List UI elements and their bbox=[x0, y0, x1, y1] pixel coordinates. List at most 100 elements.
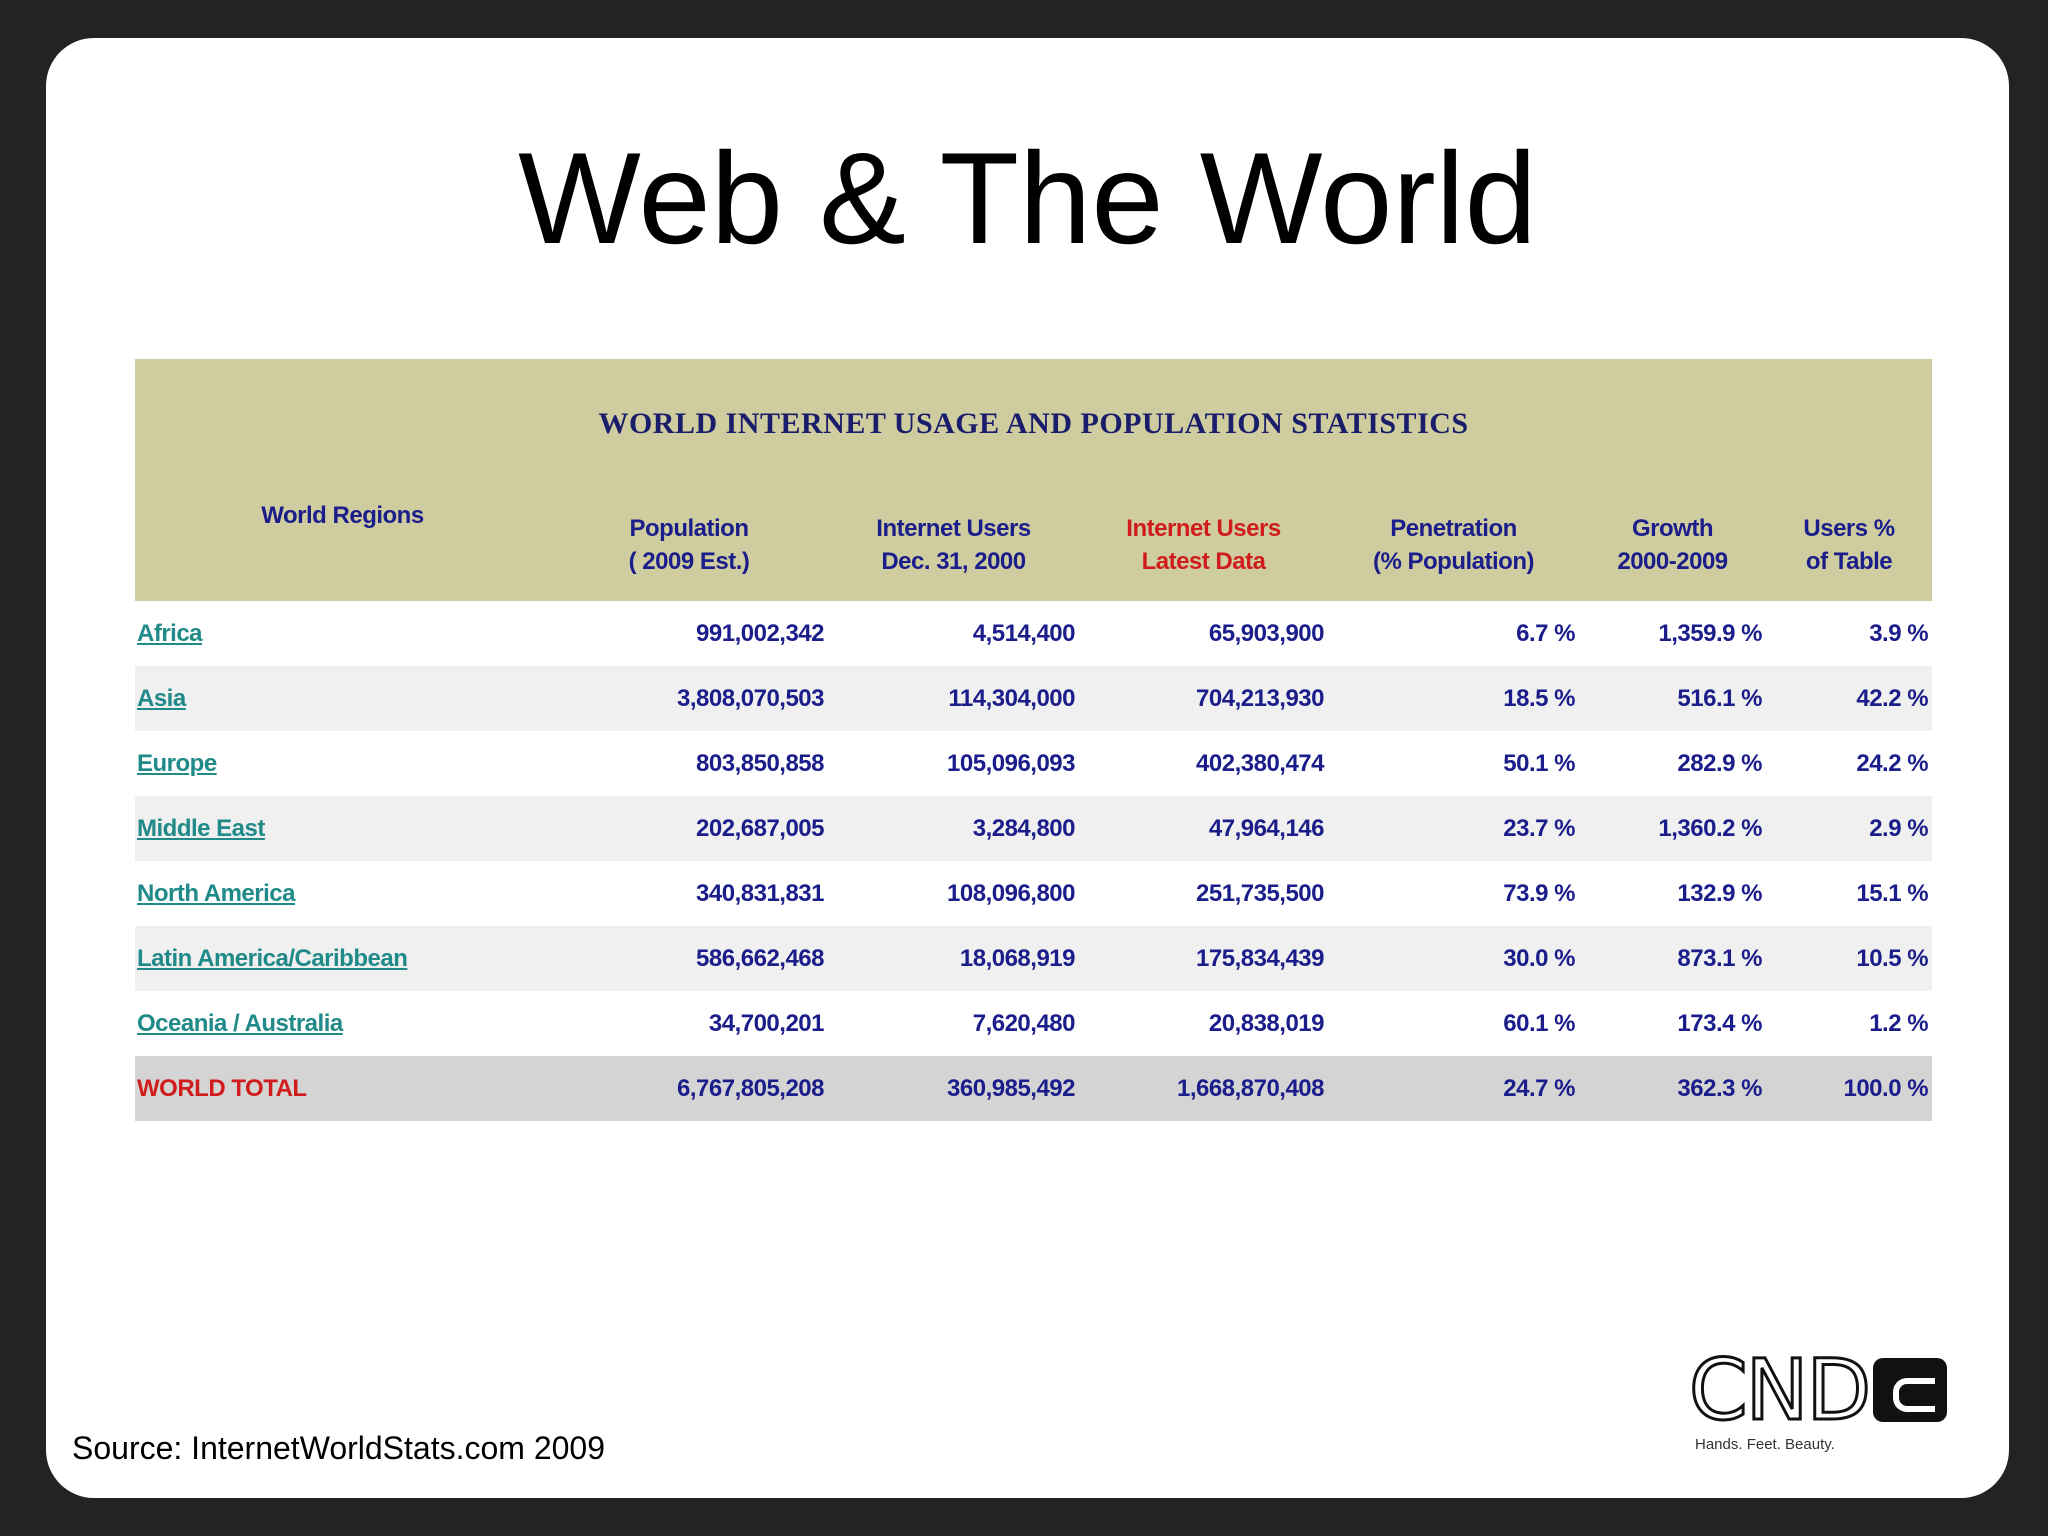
source-note: Source: InternetWorldStats.com 2009 bbox=[72, 1430, 606, 1466]
total-population-cell: 6,767,805,208 bbox=[550, 1056, 828, 1121]
users-2000-cell: 4,514,400 bbox=[972, 619, 1076, 647]
total-users-latest-cell: 1,668,870,408 bbox=[1079, 1056, 1328, 1121]
header-users-latest: Internet Users Latest Data bbox=[1079, 451, 1328, 601]
share-cell: 2.9 % bbox=[1766, 796, 1933, 861]
users-2000-cell: 114,304,000 bbox=[828, 666, 1079, 731]
users-latest-cell: 251,735,500 bbox=[1196, 879, 1324, 907]
header-users-2000-line2: Dec. 31, 2000 bbox=[881, 548, 1026, 576]
total-penetration-cell: 24.7 % bbox=[1328, 1056, 1579, 1121]
region-cell: Africa bbox=[135, 601, 550, 666]
population-cell: 803,850,858 bbox=[696, 749, 824, 777]
region-cell: Europe bbox=[135, 731, 550, 796]
header-population-line1: Population bbox=[629, 514, 749, 542]
table-row: North America 340,831,831 108,096,800 25… bbox=[135, 861, 1932, 926]
header-users-2000: Internet Users Dec. 31, 2000 bbox=[828, 451, 1079, 601]
penetration-cell: 6.7 % bbox=[1516, 619, 1575, 647]
header-population: Population ( 2009 Est.) bbox=[550, 451, 828, 601]
users-2000-cell: 108,096,800 bbox=[947, 879, 1075, 907]
region-link-latin-america[interactable]: Latin America/Caribbean bbox=[137, 944, 408, 972]
header-growth-line1: Growth bbox=[1632, 514, 1714, 542]
region-link-asia[interactable]: Asia bbox=[137, 684, 186, 712]
users-latest-cell: 402,380,474 bbox=[1196, 749, 1324, 777]
table-row: Oceania / Australia 34,700,201 7,620,480… bbox=[135, 991, 1932, 1056]
region-link-africa[interactable]: Africa bbox=[137, 619, 203, 647]
growth-cell: 873.1 % bbox=[1579, 926, 1766, 991]
growth-cell: 1,360.2 % bbox=[1579, 796, 1766, 861]
users-2000-cell: 7,620,480 bbox=[972, 1009, 1076, 1037]
users-2000-cell: 3,284,800 bbox=[828, 796, 1079, 861]
penetration-cell: 23.7 % bbox=[1328, 796, 1579, 861]
table-row: Africa 991,002,342 4,514,400 65,903,900 … bbox=[135, 601, 1932, 666]
table-row: Asia 3,808,070,503 114,304,000 704,213,9… bbox=[135, 666, 1933, 731]
header-users-latest-line2: Latest Data bbox=[1141, 548, 1266, 576]
users-latest-cell: 47,964,146 bbox=[1079, 796, 1328, 861]
users-latest-cell: 704,213,930 bbox=[1079, 666, 1328, 731]
users-2000-cell: 105,096,093 bbox=[947, 749, 1075, 777]
growth-cell: 282.9 % bbox=[1677, 749, 1762, 777]
penetration-cell: 50.1 % bbox=[1503, 749, 1575, 777]
cnd-logo: CND Hands. Feet. Beauty. bbox=[1687, 1341, 1965, 1468]
region-cell: Latin America/Caribbean bbox=[135, 926, 550, 991]
share-cell: 3.9 % bbox=[1869, 619, 1929, 647]
growth-cell: 516.1 % bbox=[1579, 666, 1766, 731]
cnd-logo-mark: CND bbox=[1687, 1341, 1965, 1439]
total-share-cell: 100.0 % bbox=[1766, 1056, 1933, 1121]
growth-cell: 173.4 % bbox=[1677, 1009, 1762, 1037]
share-cell: 42.2 % bbox=[1766, 666, 1933, 731]
share-cell: 15.1 % bbox=[1856, 879, 1929, 907]
cnd-logo-tagline: Hands. Feet. Beauty. bbox=[1695, 1436, 1835, 1453]
header-growth: Growth 2000-2009 bbox=[1579, 451, 1766, 601]
population-cell: 586,662,468 bbox=[550, 926, 828, 991]
share-cell: 1.2 % bbox=[1869, 1009, 1929, 1037]
share-cell: 10.5 % bbox=[1766, 926, 1933, 991]
header-world-regions: World Regions bbox=[135, 451, 550, 601]
growth-cell: 1,359.9 % bbox=[1658, 619, 1762, 647]
table-row: Middle East 202,687,005 3,284,800 47,964… bbox=[135, 796, 1933, 861]
users-2000-cell: 18,068,919 bbox=[828, 926, 1079, 991]
region-link-oceania[interactable]: Oceania / Australia bbox=[137, 1009, 343, 1037]
growth-cell: 132.9 % bbox=[1677, 879, 1762, 907]
users-latest-cell: 65,903,900 bbox=[1208, 619, 1325, 647]
header-users-latest-line1: Internet Users bbox=[1126, 514, 1281, 542]
header-growth-line2: 2000-2009 bbox=[1617, 548, 1728, 576]
penetration-cell: 60.1 % bbox=[1503, 1009, 1575, 1037]
slide-title: Web & The World bbox=[518, 125, 1537, 271]
table-row: Latin America/Caribbean 586,662,468 18,0… bbox=[135, 926, 1933, 991]
header-penetration-line2: (% Population) bbox=[1373, 548, 1534, 576]
population-cell: 3,808,070,503 bbox=[550, 666, 828, 731]
header-penetration-line1: Penetration bbox=[1390, 514, 1517, 542]
header-users-share-line2: of Table bbox=[1805, 548, 1893, 576]
penetration-cell: 73.9 % bbox=[1503, 879, 1575, 907]
total-growth-cell: 362.3 % bbox=[1579, 1056, 1766, 1121]
region-cell: North America bbox=[135, 861, 550, 926]
cnd-logo-badge-icon bbox=[1873, 1358, 1948, 1422]
share-cell: 24.2 % bbox=[1856, 749, 1929, 777]
population-cell: 991,002,342 bbox=[696, 619, 824, 647]
header-penetration: Penetration (% Population) bbox=[1328, 451, 1579, 601]
population-cell: 340,831,831 bbox=[696, 879, 824, 907]
users-latest-cell: 175,834,439 bbox=[1079, 926, 1328, 991]
stats-table-container: WORLD INTERNET USAGE AND POPULATION STAT… bbox=[135, 359, 1933, 1121]
penetration-cell: 18.5 % bbox=[1328, 666, 1579, 731]
table-caption: WORLD INTERNET USAGE AND POPULATION STAT… bbox=[135, 359, 1933, 451]
header-users-share-line1: Users % bbox=[1803, 514, 1895, 542]
users-latest-cell: 20,838,019 bbox=[1208, 1009, 1325, 1037]
population-cell: 34,700,201 bbox=[708, 1009, 825, 1037]
slide: Web & The World WORLD INTERNET USAGE AND… bbox=[46, 38, 2009, 1498]
region-cell: Asia bbox=[135, 666, 550, 731]
stats-table: WORLD INTERNET USAGE AND POPULATION STAT… bbox=[135, 359, 1933, 1121]
region-link-europe[interactable]: Europe bbox=[137, 749, 217, 777]
region-link-middle-east[interactable]: Middle East bbox=[137, 814, 265, 842]
region-cell: Oceania / Australia bbox=[135, 991, 550, 1056]
total-users-2000-cell: 360,985,492 bbox=[828, 1056, 1079, 1121]
table-row: Europe 803,850,858 105,096,093 402,380,4… bbox=[135, 731, 1932, 796]
header-population-line2: ( 2009 Est.) bbox=[628, 548, 750, 576]
total-row: WORLD TOTAL 6,767,805,208 360,985,492 1,… bbox=[135, 1056, 1933, 1121]
header-users-2000-line1: Internet Users bbox=[876, 514, 1031, 542]
region-link-north-america[interactable]: North America bbox=[137, 879, 295, 907]
world-total-label: WORLD TOTAL bbox=[135, 1056, 550, 1121]
header-users-share: Users % of Table bbox=[1766, 451, 1933, 601]
cnd-logo-letters: CND bbox=[1687, 1341, 1872, 1439]
population-cell: 202,687,005 bbox=[550, 796, 828, 861]
penetration-cell: 30.0 % bbox=[1328, 926, 1579, 991]
